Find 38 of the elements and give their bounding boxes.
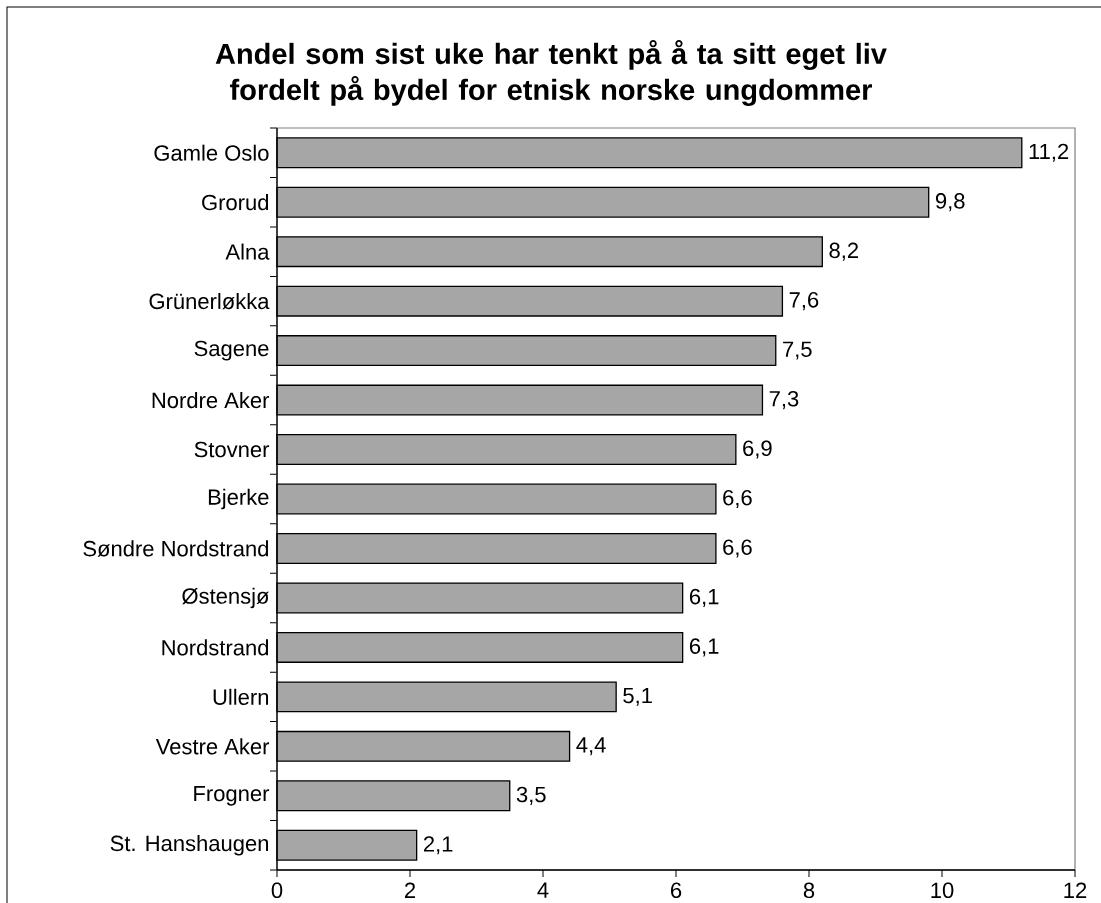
x-tick-label: 2 — [405, 882, 416, 898]
y-tick-label: Grorud — [202, 194, 269, 211]
x-tick-label: 4 — [537, 882, 549, 898]
data-label: 6,1 — [689, 638, 719, 657]
data-label: 8,2 — [829, 242, 858, 261]
data-label: 4,4 — [576, 737, 606, 756]
y-tick-label: Vestre Aker — [155, 738, 270, 755]
data-label: 6,1 — [689, 588, 719, 608]
y-tick-label: Alna — [225, 243, 270, 260]
y-tick-label: Bjerke — [208, 488, 269, 510]
y-tick-label: Grünerløkka — [149, 292, 270, 310]
x-tick-label: 0 — [271, 882, 283, 899]
y-tick-label: Ullern — [213, 688, 269, 705]
data-label: 7,5 — [783, 341, 812, 360]
data-label: 3,5 — [516, 786, 546, 805]
x-tick-label: 10 — [931, 882, 954, 899]
y-tick-label: Nordre Aker — [152, 391, 270, 409]
y-tick-label: Østensjø — [182, 587, 269, 609]
y-tick-label: Sagene — [194, 340, 269, 361]
x-tick-label: 12 — [1064, 882, 1087, 898]
data-label: 6,9 — [743, 440, 772, 459]
data-label: 7,6 — [789, 292, 819, 311]
data-label: 2,1 — [423, 836, 453, 855]
data-label: 6,6 — [723, 539, 752, 558]
x-tick-label: 6 — [671, 882, 682, 899]
data-label: 6,6 — [723, 489, 752, 509]
y-tick-label: Søndre Nordstrand — [83, 540, 269, 557]
chart-title: Andel som sist uke har tenkt på å ta sitt eget liv fordelt på bydel for etnisk norske ungdommer — [215, 39, 887, 106]
y-tick-label: Gamle Oslo — [154, 144, 269, 161]
data-label: 11,2 — [1029, 143, 1069, 162]
x-tick-label: 8 — [803, 882, 815, 899]
y-tick-label: St. Hanshaugen — [110, 835, 269, 856]
data-label: 7,3 — [769, 390, 799, 410]
y-tick-label: Nordstrand — [162, 639, 269, 656]
y-tick-label: Stovner — [194, 441, 270, 458]
data-label: 9,8 — [935, 193, 965, 212]
y-tick-label: Frogner — [194, 785, 270, 806]
data-label: 5,1 — [623, 687, 652, 706]
